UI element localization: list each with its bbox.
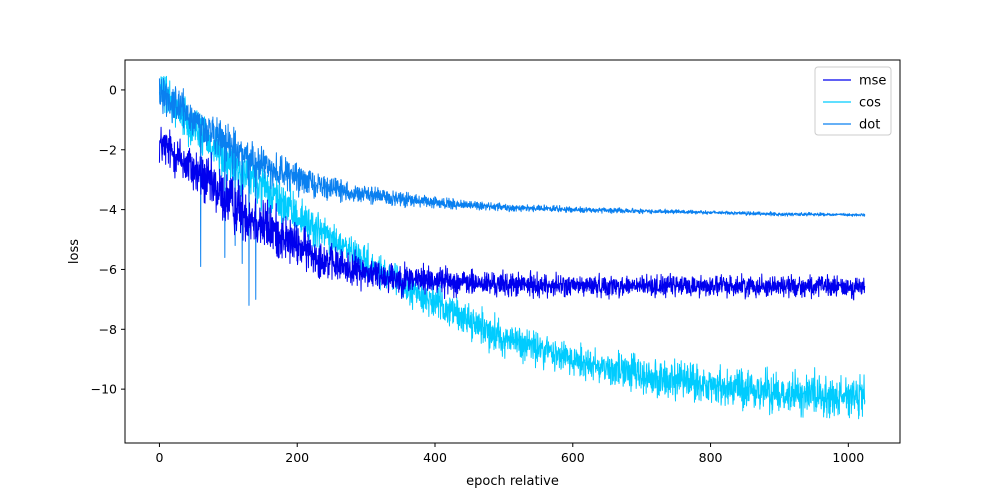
legend-label-mse: mse [859, 74, 886, 89]
x-tick-label: 400 [423, 450, 447, 465]
x-tick-label: 600 [561, 450, 585, 465]
x-tick-label: 200 [285, 450, 309, 465]
x-axis-label: epoch relative [466, 474, 559, 489]
series-line-dot [158, 77, 866, 306]
x-tick-label: 0 [155, 450, 163, 465]
y-tick-label: −4 [99, 202, 117, 217]
plot-frame [124, 59, 901, 444]
x-tick-label: 800 [699, 450, 723, 465]
y-axis-ticks: 0 −2 −4 −6 −8 −10 [91, 82, 125, 397]
x-axis-ticks: 0 200 400 600 800 1000 [155, 443, 864, 465]
legend-box [814, 66, 892, 136]
y-tick-label: −10 [91, 382, 117, 397]
y-tick-label: 0 [109, 82, 117, 97]
legend-label-dot: dot [859, 118, 880, 133]
y-tick-label: −6 [99, 262, 117, 277]
series-line-mse [158, 126, 866, 301]
series-layer [158, 75, 866, 420]
y-tick-label: −2 [99, 142, 117, 157]
legend: mse cos dot [814, 66, 892, 136]
x-tick-label: 1000 [832, 450, 864, 465]
y-tick-label: −8 [99, 322, 117, 337]
legend-label-cos: cos [859, 96, 881, 111]
y-axis-label: loss [67, 239, 82, 264]
series-line-cos [158, 75, 866, 420]
